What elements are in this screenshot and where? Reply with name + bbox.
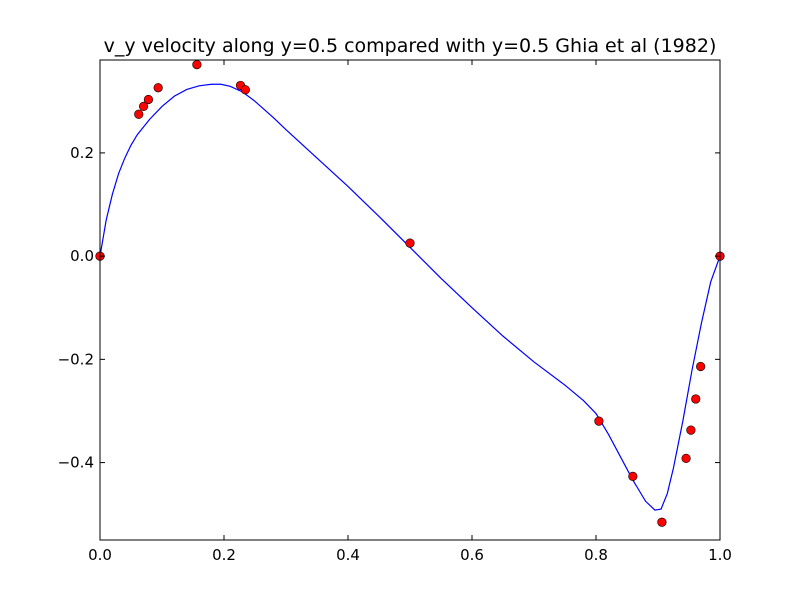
data-point [138, 101, 149, 111]
plot-frame [99, 59, 721, 541]
y-tick-label: −0.2 [58, 350, 94, 368]
data-point [686, 425, 696, 435]
ticks-layer: 0.0 0.2 0.4 0.6 0.8 1.0 −0.4 −0.2 0.0 0.2 [58, 60, 732, 564]
data-point [143, 94, 154, 105]
data-point [691, 394, 701, 404]
x-tick-label: 0.8 [584, 546, 608, 564]
x-tick-label: 0.2 [212, 546, 236, 564]
plot-area [100, 60, 720, 540]
data-point [192, 60, 202, 70]
data-point [153, 83, 163, 93]
series-line [99, 83, 721, 511]
data-point [594, 416, 604, 426]
y-tick-label: −0.4 [58, 454, 94, 472]
data-point [696, 361, 706, 372]
data-point [405, 238, 415, 248]
series-layer [95, 60, 725, 527]
x-tick-label: 0.6 [460, 546, 484, 564]
data-point [681, 453, 691, 463]
y-tick-label: 0.0 [70, 247, 94, 265]
y-tick-label: 0.2 [70, 144, 94, 162]
data-point [240, 85, 250, 95]
data-point [657, 517, 667, 527]
data-point [134, 109, 144, 119]
data-point [628, 471, 638, 481]
x-tick-label: 0.4 [336, 546, 360, 564]
x-tick-label: 1.0 [708, 546, 732, 564]
x-tick-label: 0.0 [88, 546, 112, 564]
chart-title: v_y velocity along y=0.5 compared with y… [104, 35, 717, 57]
